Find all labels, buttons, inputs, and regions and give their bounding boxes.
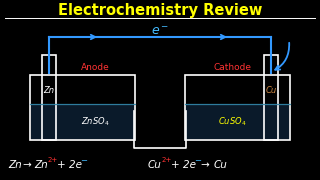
Text: + 2e: + 2e (57, 160, 82, 170)
Text: $ZnSO_4$: $ZnSO_4$ (81, 116, 109, 129)
Text: $e^-$: $e^-$ (151, 24, 169, 37)
Text: Anode: Anode (81, 62, 109, 71)
Text: Zn: Zn (34, 160, 48, 170)
Bar (264, 55, 278, 140)
Text: 2+: 2+ (48, 157, 58, 163)
Text: →: → (200, 160, 209, 170)
Text: + 2e: + 2e (171, 160, 196, 170)
Bar (186, 104, 289, 139)
Text: Cathode: Cathode (213, 62, 251, 71)
Text: Electrochemistry Review: Electrochemistry Review (58, 3, 262, 17)
Text: Zn: Zn (8, 160, 22, 170)
Text: $CuSO_4$: $CuSO_4$ (218, 116, 246, 129)
Text: 2+: 2+ (162, 157, 172, 163)
Bar (185, 75, 290, 140)
Text: Cu: Cu (148, 160, 162, 170)
Text: Zn: Zn (44, 86, 54, 94)
Text: −: − (194, 156, 201, 165)
Text: →: → (22, 160, 31, 170)
Bar (42, 55, 56, 140)
Text: Cu: Cu (214, 160, 228, 170)
Text: −: − (80, 156, 87, 165)
Text: Cu: Cu (265, 86, 276, 94)
Bar (31, 104, 134, 139)
Bar (30, 75, 135, 140)
